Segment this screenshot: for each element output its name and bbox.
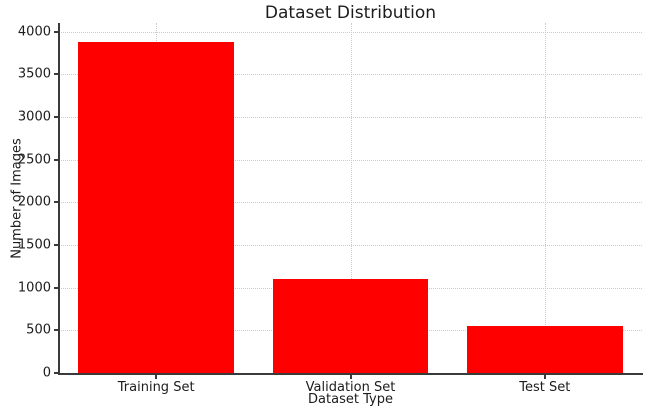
y-tick-mark: [54, 73, 58, 76]
y-tick-label-3500: 3500: [17, 66, 51, 82]
x-tick-label-validation-set: Validation Set: [305, 380, 396, 395]
y-tick-label-4000: 4000: [17, 24, 51, 40]
x-tick-mark: [155, 375, 158, 379]
y-tick-label-1500: 1500: [17, 237, 51, 253]
y-tick-mark: [54, 243, 58, 246]
bar-validation-set: [272, 279, 429, 373]
bar-training-set: [78, 41, 234, 373]
y-tick-label-500: 500: [26, 322, 51, 338]
x-tick-label-test-set: Test Set: [519, 380, 571, 395]
y-tick-mark: [54, 329, 58, 332]
y-tick-mark: [54, 115, 58, 118]
y-tick-label-3000: 3000: [17, 109, 51, 125]
y-tick-mark: [54, 372, 58, 374]
y-tick-label-2000: 2000: [17, 194, 51, 210]
gridline-x-1: [350, 23, 352, 373]
x-tick-label-training-set: Training Set: [117, 380, 195, 395]
x-tick-mark: [349, 375, 352, 379]
y-axis-spine: [58, 23, 60, 373]
bar-test-set: [467, 326, 623, 373]
y-tick-label-2500: 2500: [17, 152, 51, 168]
y-tick-label-0: 0: [42, 365, 51, 381]
gridline-x-2: [544, 23, 546, 373]
y-tick-mark: [54, 30, 58, 33]
chart-title: Dataset Distribution: [264, 3, 437, 23]
x-tick-mark: [543, 375, 546, 379]
x-axis-label: Dataset Type: [308, 392, 393, 407]
y-tick-label-1000: 1000: [17, 280, 51, 296]
y-tick-mark: [54, 158, 58, 161]
x-axis-spine: [58, 373, 643, 375]
y-tick-mark: [54, 286, 58, 289]
y-tick-mark: [54, 201, 58, 204]
plot-area: 0 500 1000 1500 2000 2500 3000 3500 4000 Training…: [18, 23, 643, 395]
